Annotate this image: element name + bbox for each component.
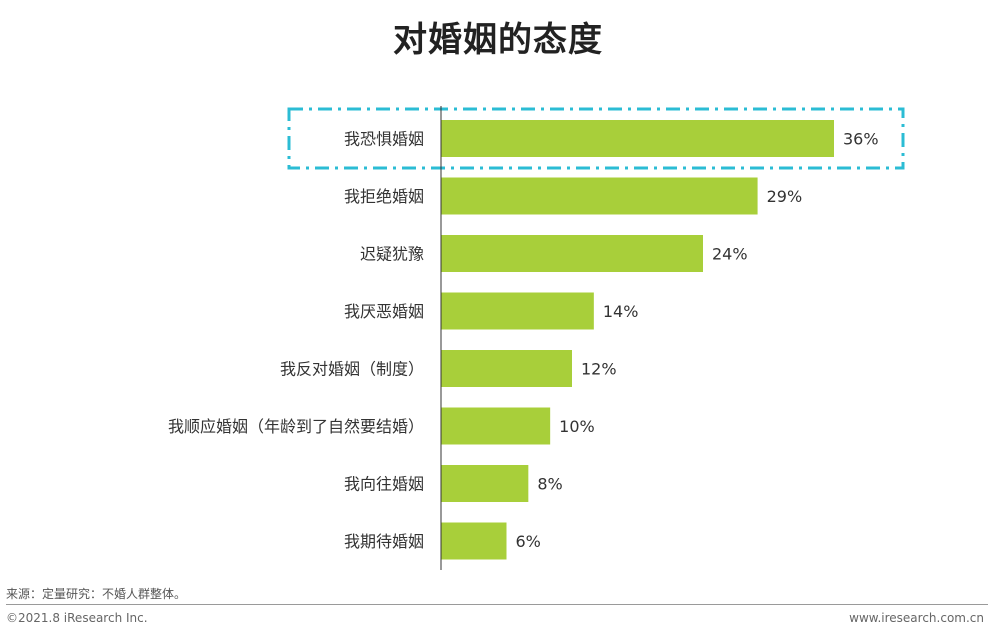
- footer-divider: [6, 604, 988, 605]
- value-label: 10%: [559, 417, 595, 436]
- category-label: 我反对婚姻（制度）: [280, 360, 424, 379]
- category-label: 我厌恶婚姻: [344, 302, 424, 321]
- value-label: 36%: [843, 130, 879, 149]
- bar: [441, 235, 703, 272]
- value-label: 12%: [581, 360, 617, 379]
- website-text: www.iresearch.com.cn: [849, 611, 984, 625]
- bar: [441, 465, 529, 502]
- value-label: 24%: [712, 245, 748, 264]
- copyright-text: ©2021.8 iResearch Inc.: [6, 611, 148, 625]
- category-label: 我恐惧婚姻: [344, 130, 424, 149]
- bar: [441, 407, 551, 445]
- source-note: 来源：定量研究：不婚人群整体。: [6, 587, 187, 601]
- value-label: 29%: [767, 187, 803, 206]
- bar-chart: 我恐惧婚姻 36% 我拒绝婚姻 29% 迟疑犹豫 24% 我厌恶婚姻 14% 我反对婚姻（制度）…: [168, 106, 905, 570]
- value-label: 14%: [603, 302, 639, 321]
- bar: [441, 350, 572, 387]
- highlight-box: [287, 107, 905, 170]
- bar: [441, 292, 594, 330]
- bar: [441, 177, 758, 215]
- bar: [441, 120, 834, 157]
- category-label: 我向往婚姻: [344, 475, 424, 494]
- chart-title: 对婚姻的态度: [393, 20, 603, 60]
- value-label: 8%: [537, 475, 562, 494]
- category-label: 我顺应婚姻（年龄到了自然要结婚）: [168, 417, 424, 436]
- bar: [441, 522, 507, 560]
- category-label: 迟疑犹豫: [360, 245, 424, 264]
- category-label: 我期待婚姻: [344, 532, 424, 551]
- category-label: 我拒绝婚姻: [344, 187, 424, 206]
- value-label: 6%: [516, 532, 541, 551]
